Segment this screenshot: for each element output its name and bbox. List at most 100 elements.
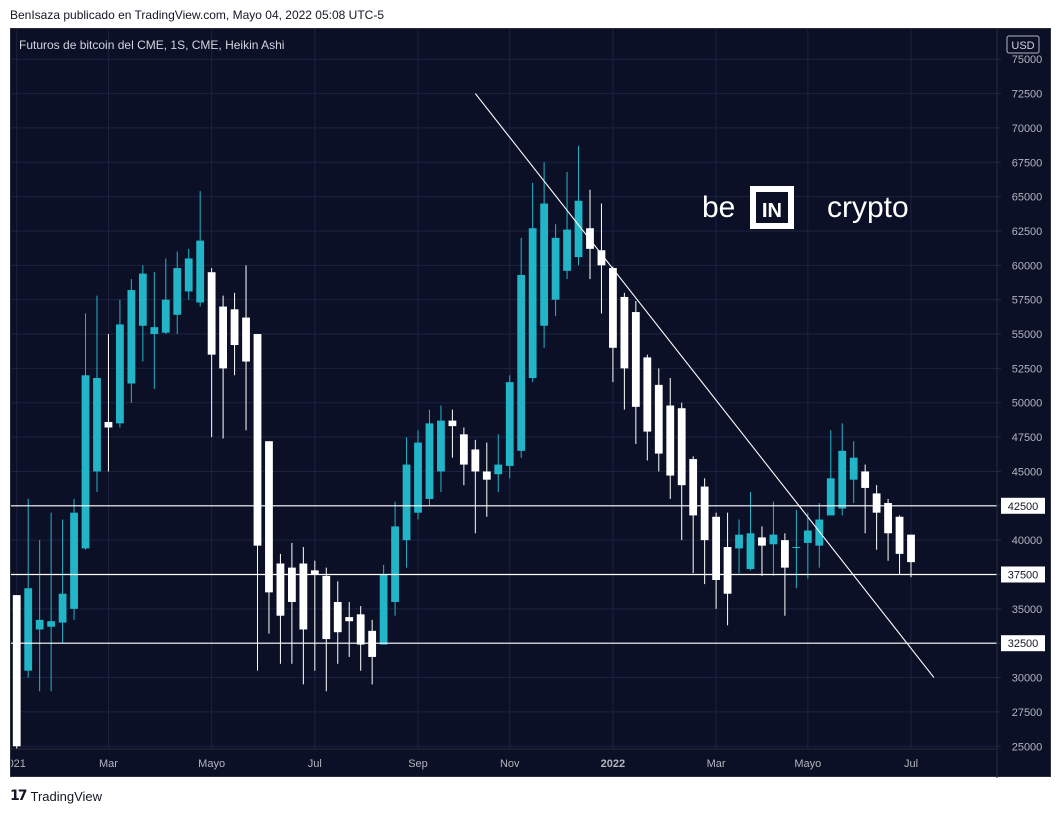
time-tick-label: Mar bbox=[99, 758, 118, 770]
candle bbox=[356, 606, 365, 671]
candle-body-down bbox=[287, 567, 296, 602]
descending-trendline[interactable] bbox=[474, 93, 935, 678]
candle bbox=[150, 272, 159, 389]
watermark-bracket-right-cut bbox=[765, 192, 788, 223]
watermark-crypto: crypto bbox=[827, 191, 909, 224]
candle-body-down bbox=[12, 595, 21, 747]
candle bbox=[849, 441, 858, 504]
candle-body-up bbox=[93, 378, 101, 472]
candle-body-up bbox=[517, 274, 526, 451]
candle-body-up bbox=[792, 547, 801, 549]
chart-title: Futuros de bitcoin del CME, 1S, CME, Hei… bbox=[19, 38, 284, 52]
time-tick-label: Mayo bbox=[794, 758, 821, 770]
price-tick-label: 67500 bbox=[1012, 157, 1043, 169]
candle-body-down bbox=[368, 630, 377, 657]
candle bbox=[735, 519, 743, 574]
grid-lines bbox=[11, 29, 997, 749]
time-tick-label: 021 bbox=[11, 758, 26, 770]
candle bbox=[93, 295, 101, 493]
candle-body-up bbox=[150, 327, 159, 335]
candle bbox=[758, 526, 766, 576]
candle bbox=[459, 427, 468, 486]
candle-body-down bbox=[322, 575, 331, 640]
candle-body-down bbox=[654, 384, 663, 454]
time-tick-label: Sep bbox=[408, 758, 428, 770]
price-chart[interactable]: be IN IN crypto Futuros de bitcoin del C… bbox=[8, 29, 1052, 778]
candle-body-down bbox=[712, 516, 721, 580]
candle bbox=[161, 258, 170, 335]
candle bbox=[333, 581, 342, 664]
candle bbox=[609, 266, 617, 383]
candle bbox=[81, 313, 90, 550]
candle-body-up bbox=[528, 228, 537, 379]
candle bbox=[391, 501, 399, 616]
candle-body-down bbox=[597, 250, 606, 266]
candle-body-up bbox=[196, 240, 205, 303]
time-tick-label: Nov bbox=[500, 758, 520, 770]
candle-body-up bbox=[81, 375, 90, 549]
candle bbox=[494, 434, 503, 493]
candle-body-up bbox=[391, 526, 399, 602]
candle-body-up bbox=[184, 258, 193, 292]
price-axis[interactable]: USD 25000 27500 30000 32500 35000 37500 40000 4… bbox=[996, 29, 1045, 778]
time-axis[interactable]: 021 Mar Mayo Jul Sep Nov 2022 Mar Mayo Jul bbox=[8, 748, 997, 770]
candle bbox=[219, 295, 228, 439]
candle-body-down bbox=[230, 309, 239, 346]
time-tick-label: Mayo bbox=[198, 758, 225, 770]
price-tick-label: 25000 bbox=[1012, 741, 1043, 753]
candle bbox=[563, 171, 571, 280]
candle bbox=[712, 512, 721, 609]
candle-body-down bbox=[666, 405, 675, 476]
candle bbox=[310, 560, 319, 671]
candle bbox=[482, 442, 491, 517]
candle bbox=[345, 601, 354, 657]
candle-body-up bbox=[803, 530, 812, 543]
candle bbox=[184, 248, 193, 300]
candles-layer bbox=[12, 145, 915, 749]
candle-body-up bbox=[494, 464, 503, 475]
candle-body-up bbox=[540, 203, 549, 326]
trendline-layer bbox=[474, 93, 935, 678]
candle bbox=[127, 279, 136, 403]
candle-body-down bbox=[884, 503, 892, 534]
candle-body-down bbox=[242, 317, 250, 362]
candle-body-up bbox=[58, 593, 67, 623]
chart-panel[interactable]: be IN IN crypto Futuros de bitcoin del C… bbox=[8, 28, 1052, 778]
level-price-label: 37500 bbox=[1008, 569, 1039, 581]
candle-body-up bbox=[425, 423, 434, 499]
candle-body-down bbox=[471, 449, 480, 472]
candle-body-up bbox=[24, 588, 33, 671]
price-tick-label: 65000 bbox=[1012, 192, 1043, 204]
price-tick-label: 50000 bbox=[1012, 398, 1043, 410]
tradingview-brand-text: TradingView bbox=[30, 788, 103, 804]
candle bbox=[792, 509, 801, 589]
price-tick-label: 72500 bbox=[1012, 89, 1043, 101]
price-tick-label: 35000 bbox=[1012, 604, 1043, 616]
currency-badge[interactable] bbox=[1006, 35, 1040, 54]
candle-body-up bbox=[138, 273, 147, 326]
candle bbox=[666, 378, 675, 499]
candle-body-up bbox=[173, 268, 182, 315]
price-tick-label: 47500 bbox=[1012, 432, 1043, 444]
candle-body-down bbox=[299, 563, 308, 630]
tradingview-footer[interactable]: 17 TradingView bbox=[10, 787, 102, 805]
candle bbox=[861, 464, 870, 534]
candle-body-up bbox=[735, 534, 743, 549]
candle-body-up bbox=[379, 574, 388, 645]
candle bbox=[586, 189, 594, 280]
price-tick-label: 57500 bbox=[1012, 295, 1043, 307]
candle-body-up bbox=[505, 382, 514, 466]
candle-body-down bbox=[333, 601, 342, 633]
candle-body-up bbox=[746, 533, 755, 569]
candle bbox=[631, 301, 640, 444]
time-tick-label: 2022 bbox=[601, 758, 625, 770]
candle-body-up bbox=[47, 621, 56, 627]
candle-body-down bbox=[448, 420, 457, 427]
candle-body-up bbox=[414, 442, 422, 513]
candle bbox=[895, 515, 904, 575]
time-tick-label: Jul bbox=[308, 758, 322, 770]
candle-body-down bbox=[872, 493, 881, 513]
candle bbox=[116, 299, 124, 428]
candle bbox=[826, 430, 835, 516]
candle bbox=[723, 512, 732, 626]
